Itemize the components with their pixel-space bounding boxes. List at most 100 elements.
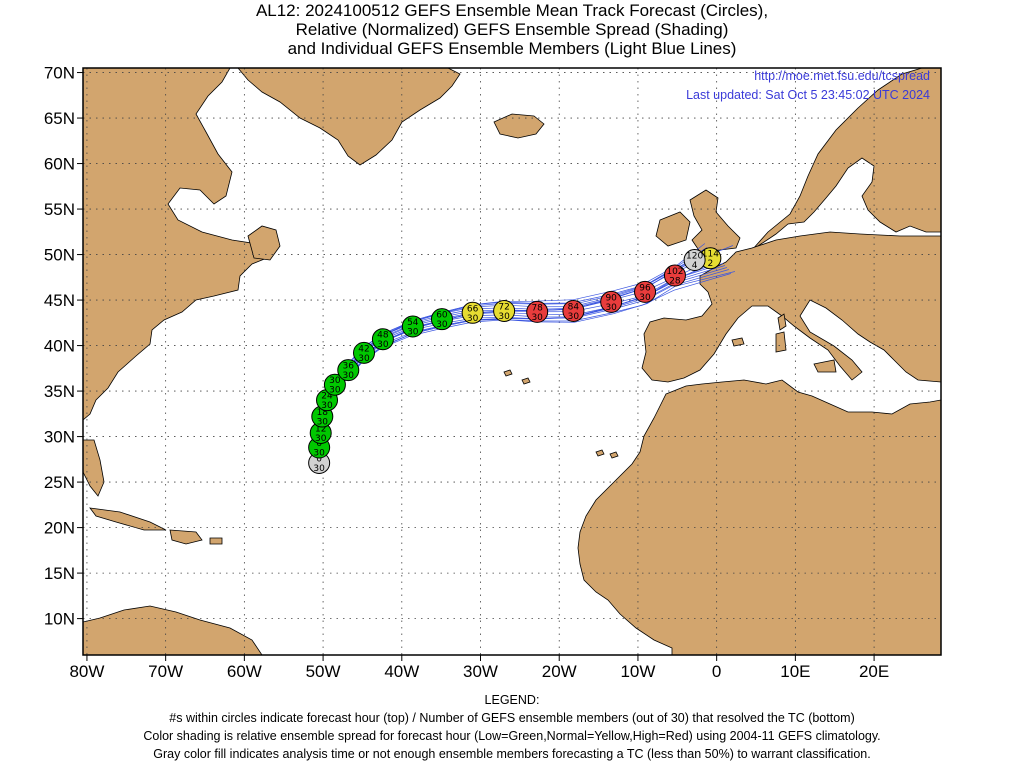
track-point-circle bbox=[401, 315, 424, 338]
legend-heading: LEGEND: bbox=[484, 693, 540, 707]
ensemble-mean-track: 0306301230183024303030363042304830543060… bbox=[308, 247, 722, 474]
member-count-label: 2 bbox=[707, 259, 713, 269]
longitude-tick-label: 80W bbox=[69, 662, 104, 681]
forecast-hour-label: 24 bbox=[321, 392, 333, 402]
track-point-circle bbox=[683, 249, 706, 272]
member-count-label: 30 bbox=[467, 314, 479, 324]
latitude-tick-label: 25N bbox=[44, 473, 75, 492]
land-masses bbox=[83, 68, 941, 655]
member-count-label: 30 bbox=[313, 464, 325, 474]
forecast-hour-label: 114 bbox=[702, 250, 719, 260]
map-frame bbox=[82, 67, 942, 656]
member-count-label: 30 bbox=[343, 371, 355, 381]
hispaniola-landmass bbox=[169, 529, 203, 545]
member-count-label: 28 bbox=[669, 276, 681, 286]
forecast-hour-label: 84 bbox=[568, 302, 580, 312]
newfoundland-landmass bbox=[247, 225, 281, 261]
latitude-tick-label: 10N bbox=[44, 610, 75, 629]
member-count-label: 30 bbox=[315, 434, 327, 444]
track-point-circle bbox=[371, 328, 394, 351]
track-point-circle bbox=[353, 341, 376, 364]
puerto-rico-landmass bbox=[209, 537, 223, 545]
forecast-hour-label: 48 bbox=[377, 331, 389, 341]
longitude-tick-label: 60W bbox=[227, 662, 262, 681]
latitude-tick-label: 15N bbox=[44, 564, 75, 583]
sicily-island bbox=[813, 359, 837, 373]
map-title-line-2: Relative (Normalized) GEFS Ensemble Spre… bbox=[295, 20, 729, 39]
track-point-circle bbox=[323, 373, 346, 396]
iceland-landmass bbox=[493, 113, 545, 139]
member-count-label: 30 bbox=[605, 303, 617, 313]
forecast-hour-label: 72 bbox=[498, 302, 509, 312]
graticule-lines bbox=[83, 68, 941, 655]
track-point-circle bbox=[461, 301, 484, 324]
track-point-circle bbox=[562, 299, 585, 322]
africa-landmass bbox=[577, 379, 941, 655]
longitude-tick-label: 70W bbox=[148, 662, 183, 681]
latitude-tick-label: 70N bbox=[44, 64, 75, 83]
latitude-tick-label: 40N bbox=[44, 337, 75, 356]
latitude-tick-label: 30N bbox=[44, 428, 75, 447]
latitude-tick-label: 45N bbox=[44, 291, 75, 310]
forecast-hour-label: 90 bbox=[605, 293, 617, 303]
scandinavia-landmass bbox=[751, 68, 941, 251]
legend-line-2: Color shading is relative ensemble sprea… bbox=[143, 729, 881, 743]
track-point-circle bbox=[526, 300, 549, 323]
great-britain-landmass bbox=[689, 189, 741, 253]
forecast-hour-label: 120 bbox=[686, 252, 703, 262]
greenland-landmass bbox=[237, 68, 461, 166]
longitude-tick-label: 40W bbox=[384, 662, 419, 681]
florida-landmass bbox=[83, 439, 105, 497]
longitude-tick-label: 30W bbox=[463, 662, 498, 681]
cuba-landmass bbox=[89, 507, 167, 531]
track-point-circle bbox=[493, 299, 516, 322]
member-count-label: 30 bbox=[329, 386, 341, 396]
map-title-line-3: and Individual GEFS Ensemble Members (Li… bbox=[287, 39, 737, 58]
forecast-hour-label: 12 bbox=[315, 424, 326, 434]
forecast-hour-label: 36 bbox=[343, 362, 355, 372]
latitude-tick-label: 35N bbox=[44, 382, 75, 401]
last-updated: Last updated: Sat Oct 5 23:45:02 UTC 202… bbox=[686, 88, 930, 102]
member-count-label: 30 bbox=[531, 313, 543, 323]
track-point-circle bbox=[430, 308, 453, 331]
member-count-label: 30 bbox=[358, 354, 370, 364]
longitude-tick-label: 50W bbox=[306, 662, 341, 681]
balearic-islands bbox=[731, 337, 745, 347]
member-count-label: 4 bbox=[692, 261, 698, 271]
forecast-hour-label: 30 bbox=[329, 376, 341, 386]
longitude-tick-label: 10E bbox=[780, 662, 810, 681]
legend-line-3: Gray color fill indicates analysis time … bbox=[153, 747, 871, 761]
member-count-label: 30 bbox=[436, 320, 448, 330]
azores-islands bbox=[503, 369, 531, 385]
member-count-label: 30 bbox=[317, 418, 329, 428]
member-count-label: 30 bbox=[377, 340, 389, 350]
south-america-landmass bbox=[83, 605, 263, 655]
corsica-island bbox=[777, 313, 787, 331]
source-url: http://moe.met.fsu.edu/tcspread bbox=[754, 69, 930, 83]
member-count-label: 30 bbox=[498, 312, 510, 322]
longitude-axis: 80W 70W 60W 50W 40W 30W 20W 10W 0 10E 20E bbox=[69, 655, 889, 681]
forecast-hour-label: 18 bbox=[317, 408, 329, 418]
forecast-hour-label: 6 bbox=[316, 439, 322, 449]
ireland-landmass bbox=[655, 211, 691, 247]
forecast-hour-label: 54 bbox=[407, 318, 419, 328]
member-count-label: 30 bbox=[639, 293, 651, 303]
forecast-hour-label: 0 bbox=[316, 454, 322, 464]
legend-line-1: #s within circles indicate forecast hour… bbox=[169, 711, 855, 725]
latitude-tick-label: 60N bbox=[44, 155, 75, 174]
sardinia-island bbox=[775, 331, 787, 353]
canary-islands bbox=[595, 449, 619, 459]
